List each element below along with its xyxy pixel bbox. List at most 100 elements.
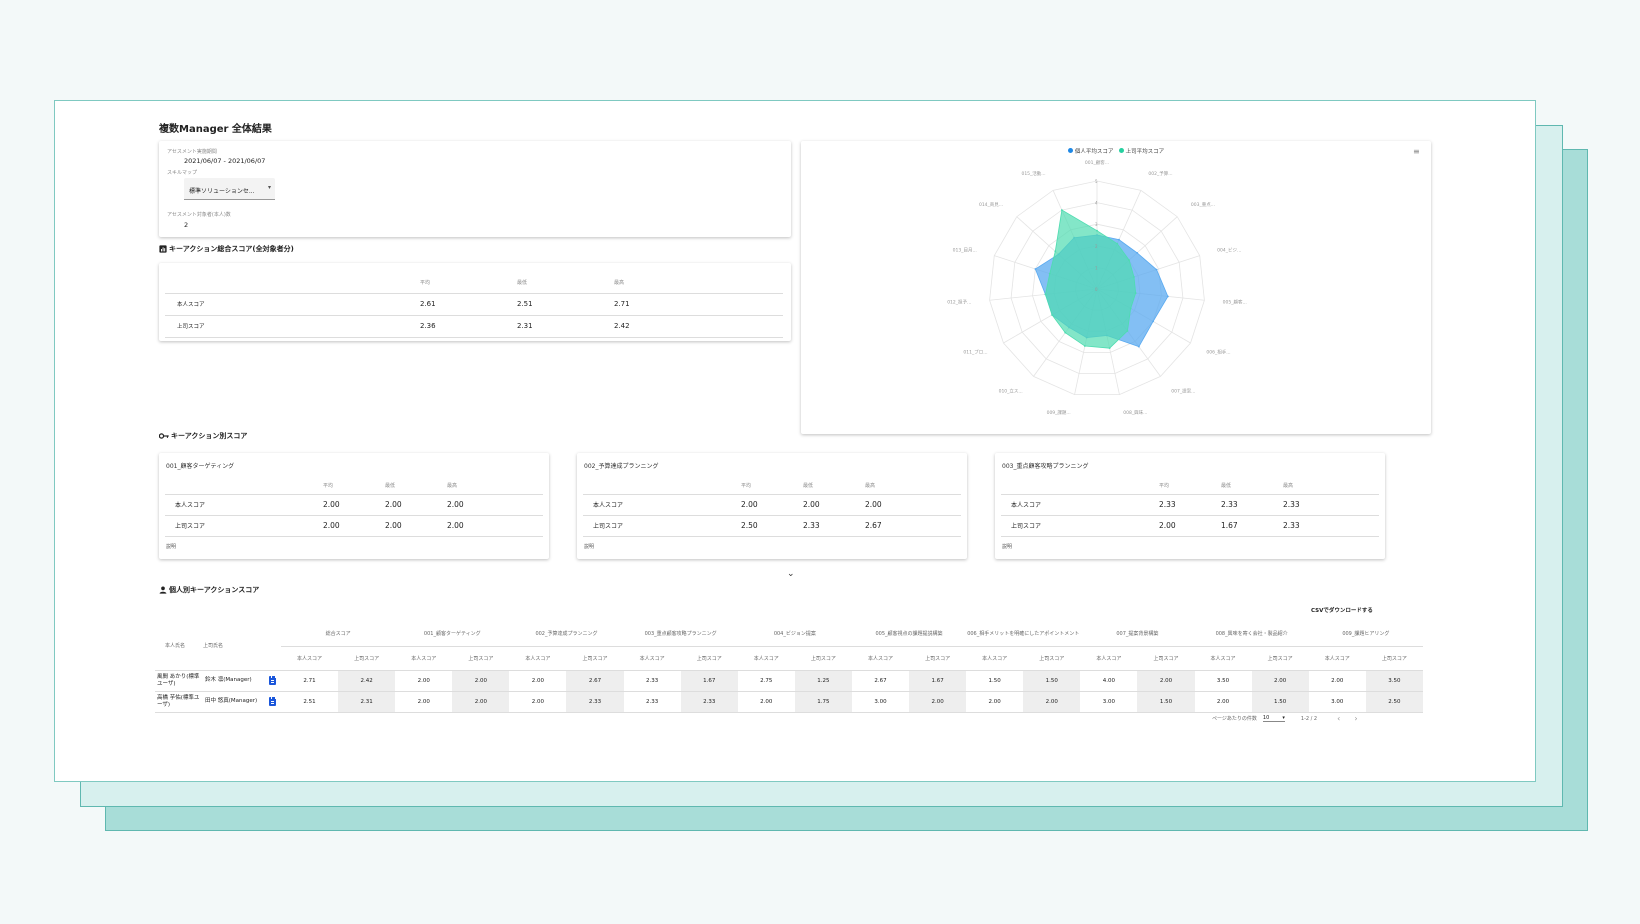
sub-header-boss: 上司スコア <box>338 646 396 671</box>
rows-per-page-value: 10 <box>1262 715 1270 721</box>
ka-header-avg: 平均 <box>1159 477 1221 495</box>
radar-point <box>1133 276 1135 278</box>
sub-header-self: 本人スコア <box>851 646 910 671</box>
boss-score-cell: 1.50 <box>1251 691 1309 713</box>
ka-row: 本人スコア 2.00 2.00 2.00 <box>165 494 543 516</box>
table-row[interactable]: 風間 あかり(標準ユーザ) 鈴木 凛(Manager) 2.71 2.42 2.00 2.… <box>155 670 1423 692</box>
ka-description-link[interactable]: 説明 <box>1002 544 1013 550</box>
chevron-right-icon[interactable]: › <box>1354 714 1358 723</box>
self-score-cell: 2.00 <box>509 670 567 692</box>
boss-score-cell: 2.33 <box>680 691 738 713</box>
boss-score-cell: 1.67 <box>680 670 738 692</box>
summary-row-min: 2.51 <box>517 293 614 316</box>
sub-header-self: 本人スコア <box>1194 646 1252 671</box>
ka-description-link[interactable]: 説明 <box>166 544 177 550</box>
legend-item-self[interactable]: 個人平均スコア <box>1067 148 1113 155</box>
boss-score-cell: 1.50 <box>1137 691 1195 713</box>
person-name: 風間 あかり(標準ユーザ) <box>155 670 203 692</box>
chevron-down-icon[interactable]: ⌄ <box>787 569 795 579</box>
group-header: 007_提案背景構築 <box>1080 622 1195 647</box>
ka-row-avg: 2.00 <box>323 515 385 537</box>
skillmap-label: スキルマップ <box>167 170 198 176</box>
skillmap-value: 標準ソリューションセ... <box>189 188 255 195</box>
ka-header-max: 最高 <box>865 477 961 495</box>
count-value: 2 <box>184 221 189 229</box>
ka-row-avg: 2.50 <box>741 515 803 537</box>
key-action-card: 001_顧客ターゲティング 平均 最低 最高 本人スコア 2.00 2.00 2.00… <box>159 453 549 559</box>
summary-header-blank <box>165 273 420 294</box>
boss-score-cell: 2.67 <box>566 670 624 692</box>
key-action-table: 平均 最低 最高 本人スコア 2.33 2.33 2.33 上司スコア 2.00 1.67… <box>1001 477 1379 537</box>
chevron-left-icon[interactable]: ‹ <box>1337 714 1341 723</box>
radar-grid-ring <box>989 180 1205 396</box>
radar-point <box>1166 295 1169 298</box>
radar-axis-label: 012_担予... <box>947 299 971 306</box>
skillmap-select[interactable]: 標準ソリューションセ... ▾ <box>184 178 275 200</box>
group-header: 001_顧客ターゲティング <box>395 622 510 647</box>
sub-header-boss: 上司スコア <box>1251 646 1309 671</box>
dropdown-arrow-icon: ▾ <box>267 184 271 191</box>
self-score-cell: 2.71 <box>281 670 339 692</box>
sub-header-self: 本人スコア <box>1080 646 1138 671</box>
col-icon-header <box>263 622 281 671</box>
ka-row: 上司スコア 2.00 1.67 2.33 <box>1001 515 1379 537</box>
legend-label-boss: 上司平均スコア <box>1125 149 1165 155</box>
col-boss-header: 上司氏名 <box>203 622 263 671</box>
radar-grid-ring <box>1032 223 1162 353</box>
sub-header-self: 本人スコア <box>509 646 567 671</box>
self-score-cell: 2.33 <box>623 691 681 713</box>
boss-score-cell: 2.33 <box>566 691 624 713</box>
radar-axis-label: 002_予算... <box>1148 170 1172 177</box>
radar-series-area <box>1045 209 1137 349</box>
boss-score-cell: 2.00 <box>1023 691 1081 713</box>
radar-axis-label: 013_目月... <box>953 247 977 253</box>
ka-header-blank <box>583 477 741 495</box>
sub-header-row: 本人スコア 上司スコア 本人スコア 上司スコア 本人スコア 上司スコア 本人スコア 上司スコア… <box>155 646 1423 671</box>
summary-section-title: キーアクション総合スコア(全対象者分) <box>159 244 294 254</box>
radar-point <box>1054 250 1057 253</box>
ka-header-blank <box>1001 477 1159 495</box>
ka-row-label: 上司スコア <box>165 515 323 537</box>
legend-item-boss[interactable]: 上司平均スコア <box>1118 148 1165 155</box>
self-score-cell: 4.00 <box>1080 670 1138 692</box>
group-header: 005_顧客視点の課題提説構築 <box>851 622 967 647</box>
radar-point <box>1083 345 1086 347</box>
table-row[interactable]: 高橋 芋佑(標準ユーザ) 田中 悠真(Manager) 2.51 2.31 2.00 2.… <box>155 691 1423 713</box>
summary-header-row: 平均 最低 最高 <box>165 273 783 294</box>
self-score-cell: 2.33 <box>623 670 681 692</box>
radar-point <box>1034 268 1037 270</box>
hamburger-icon[interactable]: ≡ <box>1413 147 1420 156</box>
summary-row-avg: 2.36 <box>420 315 517 338</box>
legend-marker-self <box>1067 148 1073 153</box>
radar-point <box>1118 238 1120 241</box>
summary-row-label: 上司スコア <box>165 315 420 338</box>
rows-per-page-select[interactable]: 10 ▾ <box>1262 715 1285 722</box>
ka-row-min: 2.00 <box>803 494 865 516</box>
ka-description-link[interactable]: 説明 <box>584 544 595 550</box>
summary-row: 本人スコア 2.61 2.51 2.71 <box>165 293 783 316</box>
ka-row-avg: 2.00 <box>323 494 385 516</box>
ka-row-label: 上司スコア <box>583 515 741 537</box>
ka-row: 上司スコア 2.50 2.33 2.67 <box>583 515 961 537</box>
boss-score-cell: 2.00 <box>452 670 510 692</box>
radar-point <box>1155 268 1158 271</box>
self-score-cell: 3.00 <box>1308 691 1366 713</box>
key-icon <box>159 433 169 439</box>
chart-box-icon <box>159 245 167 253</box>
csv-download-link[interactable]: CSVでダウンロードする <box>1311 608 1373 614</box>
boss-score-cell: 2.00 <box>1251 670 1309 692</box>
radar-axis-label: 015_活動... <box>1021 170 1045 177</box>
boss-score-cell: 2.00 <box>909 691 967 713</box>
group-header: 004_ビジョン提案 <box>737 622 852 647</box>
self-score-cell: 1.50 <box>966 670 1024 692</box>
self-score-cell: 2.00 <box>1194 691 1252 713</box>
individual-section-title: 個人別キーアクションスコア <box>159 585 259 595</box>
clipboard-icon[interactable] <box>268 696 276 706</box>
self-score-cell: 2.00 <box>395 670 453 692</box>
boss-score-cell: 1.50 <box>1023 670 1081 692</box>
radar-point <box>1051 314 1054 316</box>
radar-tick-label: 1 <box>1095 265 1098 270</box>
clipboard-icon[interactable] <box>268 675 276 685</box>
col-person-header: 本人氏名 <box>155 622 203 671</box>
summary-table: 平均 最低 最高 本人スコア 2.61 2.51 2.71 上司スコア 2.36… <box>165 273 783 338</box>
